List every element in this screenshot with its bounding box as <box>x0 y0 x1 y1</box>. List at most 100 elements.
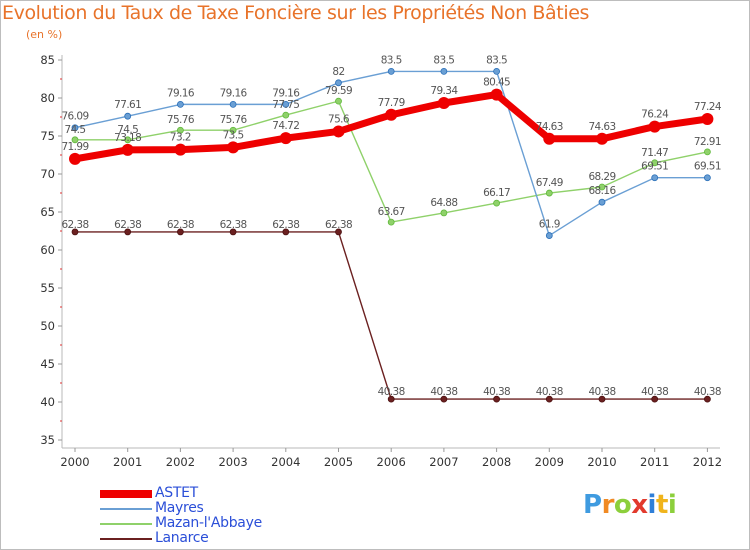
point-lanarce <box>229 228 237 236</box>
point-astet <box>279 132 292 145</box>
logo-letter: i <box>667 490 677 520</box>
legend-swatch-mazan <box>100 523 152 525</box>
point-lanarce <box>493 395 501 403</box>
point-mazan-l-abbaye <box>493 199 501 207</box>
point-lanarce <box>440 395 448 403</box>
y-axis-unit-label: (en %) <box>26 28 63 41</box>
data-label-astet: 75.6 <box>328 113 350 125</box>
y-tick-label: 85 <box>40 53 55 67</box>
point-mazan-l-abbaye <box>387 218 395 226</box>
point-astet <box>174 143 187 156</box>
point-mayres <box>176 100 184 108</box>
point-lanarce <box>387 395 395 403</box>
point-mayres <box>493 68 501 75</box>
logo-letter: x <box>631 490 648 520</box>
data-label-mazan-l-abbaye: 71.47 <box>641 147 668 159</box>
data-label-mazan-l-abbaye: 74.5 <box>65 124 86 136</box>
y-tick-label: 60 <box>40 243 55 257</box>
data-label-mayres: 69.51 <box>694 161 721 173</box>
data-label-lanarce: 40.38 <box>483 386 510 398</box>
point-mazan-l-abbaye <box>229 126 237 134</box>
point-lanarce <box>598 395 606 403</box>
y-tick-label: 65 <box>40 205 55 219</box>
point-mayres <box>651 174 659 182</box>
point-mazan-l-abbaye <box>71 136 79 144</box>
data-label-mayres: 68.16 <box>588 185 616 197</box>
data-label-lanarce: 62.38 <box>325 219 352 231</box>
y-tick-label: 45 <box>40 357 55 371</box>
data-labels-layer: 62.38 62.38 62.38 62.38 62.38 62.38 40.38 40.38… <box>61 54 722 398</box>
y-tick-label: 80 <box>40 91 55 105</box>
data-label-mazan-l-abbaye: 72.91 <box>694 136 721 148</box>
point-mayres <box>282 100 290 108</box>
x-tick-label: 2009 <box>535 455 564 469</box>
point-lanarce <box>176 228 184 236</box>
data-label-mazan-l-abbaye: 68.29 <box>588 171 615 183</box>
data-label-mayres: 83.5 <box>433 54 454 66</box>
data-label-mazan-l-abbaye: 67.49 <box>536 177 563 189</box>
point-astet <box>490 88 503 101</box>
y-tick-label: 70 <box>40 167 55 181</box>
point-astet <box>121 143 134 156</box>
data-label-mazan-l-abbaye: 77.75 <box>272 99 299 111</box>
point-lanarce <box>282 228 290 236</box>
logo-letter: P <box>583 490 602 520</box>
legend-label-lanarce: Lanarce <box>155 530 209 546</box>
x-tick-label: 2011 <box>640 455 669 469</box>
data-label-mayres: 61.9 <box>539 219 560 231</box>
point-mayres <box>545 232 553 239</box>
x-tick-label: 2004 <box>271 455 300 469</box>
point-astet <box>648 120 661 133</box>
data-label-lanarce: 62.38 <box>61 219 88 231</box>
data-label-mazan-l-abbaye: 74.5 <box>117 124 138 136</box>
x-tick-label: 2002 <box>166 455 195 469</box>
point-astet <box>227 141 240 154</box>
logo-letter: i <box>647 490 657 520</box>
point-mazan-l-abbaye <box>176 126 184 134</box>
x-tick-label: 2008 <box>482 455 511 469</box>
data-label-mayres: 76.09 <box>61 111 88 123</box>
data-label-astet: 71.99 <box>61 141 88 153</box>
legend-label-astet: ASTET <box>155 485 198 501</box>
legend-label-mazan: Mazan-l'Abbaye <box>155 515 262 531</box>
data-label-mazan-l-abbaye: 66.17 <box>483 187 510 199</box>
legend-label-mayres: Mayres <box>155 500 204 516</box>
point-astet <box>69 152 81 165</box>
point-mayres <box>440 68 448 75</box>
x-tick-label: 2003 <box>218 455 247 469</box>
x-tick-label: 2001 <box>113 455 142 469</box>
x-tick-label: 2012 <box>693 455 722 469</box>
y-tick-label: 75 <box>40 129 55 143</box>
data-label-lanarce: 40.38 <box>430 386 457 398</box>
series-line-lanarce <box>74 231 709 400</box>
point-mazan-l-abbaye <box>124 136 132 144</box>
x-tick-label: 2006 <box>377 455 406 469</box>
point-mazan-l-abbaye <box>704 148 711 156</box>
y-tick-label: 50 <box>40 319 55 333</box>
data-label-astet: 73.2 <box>170 132 191 144</box>
data-label-mazan-l-abbaye: 63.67 <box>378 206 405 218</box>
point-mayres <box>335 79 342 87</box>
point-mazan-l-abbaye <box>440 209 448 217</box>
point-astet <box>596 132 608 145</box>
chart-axes: 35 40 45 50 55 60 65 70 75 80 85 2000 2001 2002 2003 20… <box>40 53 722 469</box>
data-label-lanarce: 40.38 <box>536 386 563 398</box>
point-mayres <box>598 198 606 206</box>
chart-title: Evolution du Taux de Taxe Foncière sur l… <box>2 2 590 24</box>
data-label-mazan-l-abbaye: 75.76 <box>220 114 248 126</box>
data-label-astet: 73.18 <box>114 132 141 144</box>
data-label-lanarce: 62.38 <box>220 219 247 231</box>
point-mayres <box>704 174 711 182</box>
data-label-astet: 74.63 <box>536 121 563 133</box>
data-label-lanarce: 40.38 <box>588 386 615 398</box>
point-lanarce <box>651 395 659 403</box>
data-label-mayres: 83.5 <box>486 54 507 66</box>
point-astet <box>543 132 556 145</box>
point-lanarce <box>704 395 711 403</box>
data-label-astet: 80.45 <box>483 77 510 89</box>
point-astet <box>385 108 398 121</box>
data-label-mazan-l-abbaye: 64.88 <box>430 197 457 209</box>
point-mayres <box>71 124 79 132</box>
logo-letter: o <box>613 490 632 520</box>
